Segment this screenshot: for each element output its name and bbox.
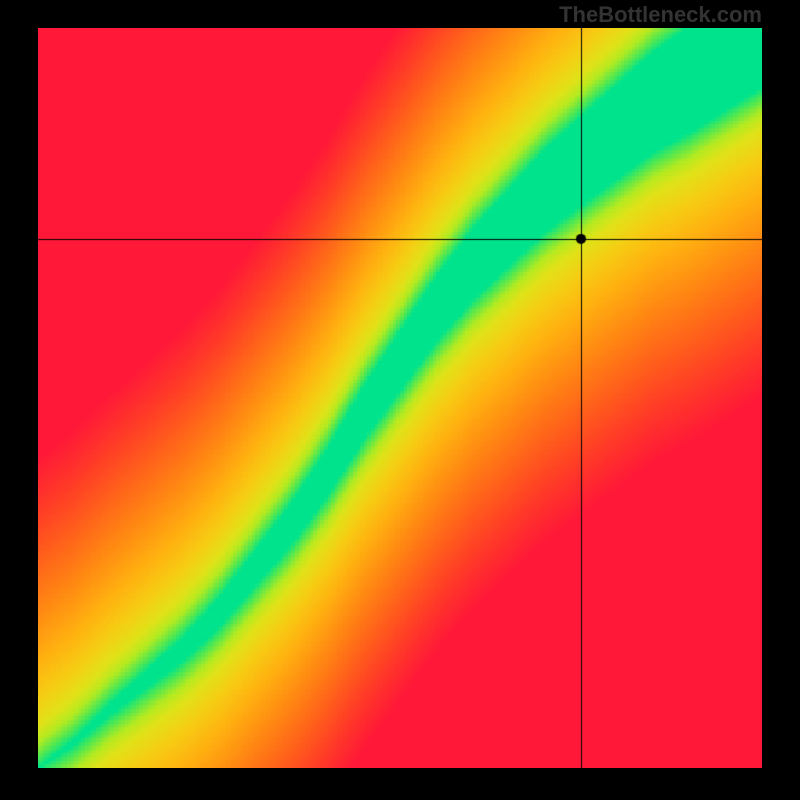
heatmap-canvas: [38, 28, 762, 768]
watermark-text: TheBottleneck.com: [559, 2, 762, 28]
heatmap-plot: [38, 28, 762, 768]
